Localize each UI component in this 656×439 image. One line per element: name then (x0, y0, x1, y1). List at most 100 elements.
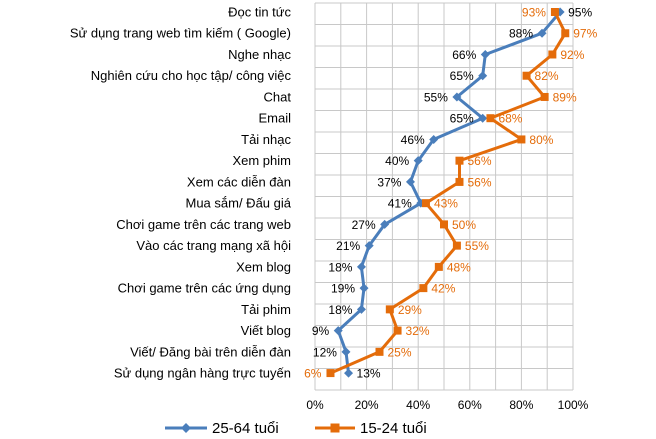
data-label: 29% (398, 303, 422, 317)
category-label: Viết blog (241, 323, 291, 338)
data-label: 42% (431, 282, 455, 296)
category-label: Xem phim (232, 153, 291, 168)
data-label: 41% (388, 197, 412, 211)
data-label: 18% (328, 260, 352, 274)
data-point (413, 156, 423, 166)
data-label: 80% (529, 133, 553, 147)
data-label: 50% (452, 218, 476, 232)
data-label: 93% (522, 6, 546, 20)
category-label: Viết/ Đăng bài trên diễn đàn (130, 344, 291, 359)
category-label: Sử dụng trang web tìm kiếm ( Google) (70, 26, 291, 41)
data-point (344, 368, 354, 378)
series-line-2 (329, 11, 567, 375)
category-label: Đọc tin tức (228, 5, 291, 20)
category-label: Chơi game trên các ứng dụng (118, 281, 291, 296)
data-point (419, 284, 428, 293)
data-label: 55% (424, 90, 448, 104)
data-point (333, 326, 343, 336)
data-point (440, 220, 448, 229)
legend-label: 15-24 tuổi (360, 420, 427, 437)
data-label: 56% (467, 154, 491, 168)
data-point (540, 92, 549, 101)
data-point (326, 369, 335, 378)
data-point (452, 92, 462, 102)
data-label: 92% (560, 48, 584, 62)
data-point (478, 113, 488, 123)
data-label: 66% (452, 48, 476, 62)
category-label: Chat (264, 89, 292, 104)
series-line-1 (336, 11, 562, 374)
category-label: Mua sắm/ Đấu giá (186, 196, 292, 211)
data-point (429, 134, 439, 144)
data-point (356, 262, 366, 272)
data-point (455, 156, 464, 165)
data-point (478, 71, 488, 81)
data-labels: 95% 93% 88% 97% 66% 92% 65% 82% 55% 89% 65% 68% 46% 8… (304, 6, 597, 381)
data-label: 6% (304, 367, 322, 381)
data-label: 48% (447, 260, 471, 274)
x-tick-label: 0% (306, 398, 324, 412)
data-label: 65% (450, 112, 474, 126)
data-point (452, 241, 461, 250)
category-label: Nghe nhạc (228, 47, 291, 62)
data-label: 37% (377, 175, 401, 189)
data-point (405, 177, 415, 187)
data-label: 95% (568, 6, 592, 20)
x-tick-label: 20% (355, 398, 379, 412)
legend-marker (330, 423, 340, 433)
data-label: 56% (467, 175, 491, 189)
category-label: Email (258, 111, 291, 126)
data-label: 27% (352, 218, 376, 232)
category-label: Tải nhạc (241, 132, 291, 147)
data-point (486, 114, 495, 123)
data-label: 40% (385, 154, 409, 168)
data-label: 89% (553, 90, 577, 104)
category-labels: Đọc tin tức Sử dụng trang web tìm kiếm ( … (70, 5, 292, 381)
data-point (393, 326, 402, 335)
category-label: Chơi game trên các trang web (116, 217, 291, 232)
data-point (434, 262, 443, 271)
data-point (550, 8, 559, 16)
legend-label: 25-64 tuổi (212, 420, 279, 437)
x-tick-label: 40% (406, 398, 430, 412)
data-label: 9% (312, 324, 330, 338)
data-label: 43% (434, 197, 458, 211)
category-label: Vào các trang mạng xã hội (136, 238, 291, 253)
legend-marker (181, 423, 191, 433)
data-point (522, 71, 531, 80)
data-point (548, 50, 557, 59)
data-label: 65% (450, 69, 474, 83)
legend: 25-64 tuổi 15-24 tuổi (165, 420, 427, 437)
data-point (359, 283, 369, 293)
category-label: Sử dụng ngân hàng trực tuyến (114, 366, 291, 381)
category-label: Xem các diễn đàn (187, 174, 291, 189)
data-point (480, 49, 490, 59)
x-tick-label: 80% (509, 398, 533, 412)
data-point (421, 199, 430, 208)
data-point (455, 177, 464, 186)
category-label: Nghiên cứu cho học tập/ công việc (91, 68, 292, 83)
category-label: Xem blog (236, 259, 291, 274)
data-point (385, 305, 394, 314)
data-label: 68% (498, 112, 522, 126)
x-tick-label: 100% (558, 398, 589, 412)
data-label: 21% (336, 239, 360, 253)
data-point (375, 347, 384, 356)
data-point (341, 347, 351, 357)
data-label: 13% (357, 367, 381, 381)
category-label: Tải phim (241, 302, 291, 317)
data-label: 82% (535, 69, 559, 83)
grid (314, 2, 574, 391)
data-label: 12% (313, 345, 337, 359)
x-axis-tick-labels: 0% 20% 40% 60% 80% 100% (306, 398, 588, 412)
data-label: 19% (331, 282, 355, 296)
data-label: 32% (406, 324, 430, 338)
data-point (356, 304, 366, 314)
data-point (517, 135, 526, 144)
data-label: 88% (509, 27, 533, 41)
x-tick-label: 60% (458, 398, 482, 412)
data-point (364, 241, 374, 251)
data-point (380, 219, 390, 229)
data-point (561, 29, 570, 38)
